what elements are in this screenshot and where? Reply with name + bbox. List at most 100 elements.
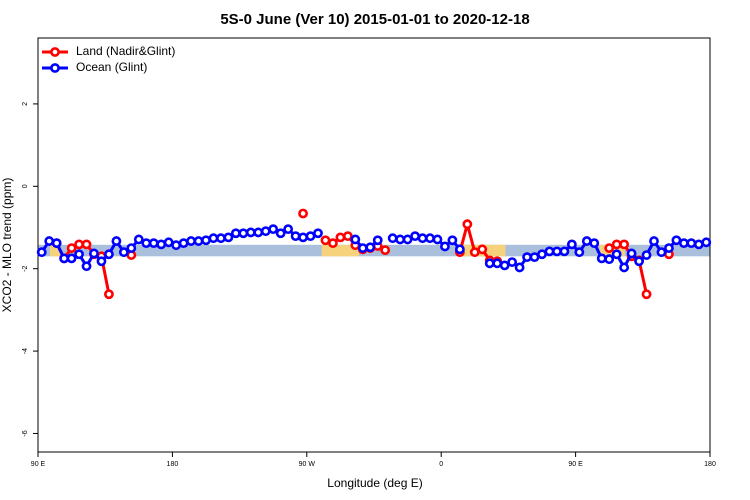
data-point xyxy=(432,234,443,245)
data-point xyxy=(156,239,167,250)
x-tick-label: 90 E xyxy=(31,461,46,468)
data-point xyxy=(328,238,338,249)
series xyxy=(36,224,712,273)
data-point xyxy=(163,237,174,248)
data-point xyxy=(111,236,122,246)
data-point xyxy=(66,243,77,253)
x-axis-label: Longitude (deg E) xyxy=(327,476,422,490)
data-point xyxy=(148,238,159,249)
data-point xyxy=(678,238,689,249)
data-point xyxy=(171,240,182,251)
data-point xyxy=(118,247,129,258)
background-band xyxy=(321,244,360,257)
data-point xyxy=(245,227,256,238)
data-point xyxy=(387,233,398,244)
data-point xyxy=(522,252,532,263)
data-point xyxy=(656,247,667,258)
data-point xyxy=(365,242,376,253)
x-tick-label: 0 xyxy=(439,461,443,468)
data-point xyxy=(440,241,450,252)
data-point xyxy=(357,243,368,253)
legend-label: Ocean (Glint) xyxy=(76,60,147,74)
data-point xyxy=(664,243,674,253)
data-point xyxy=(74,239,84,250)
data-point xyxy=(216,233,226,244)
data-point xyxy=(566,239,577,250)
data-point xyxy=(201,235,211,246)
y-tick-label: -2 xyxy=(22,265,29,271)
data-point xyxy=(320,235,331,246)
data-point xyxy=(342,231,353,242)
data-point xyxy=(51,238,62,249)
data-point xyxy=(469,247,480,258)
data-point xyxy=(611,249,622,260)
data-point xyxy=(208,233,219,244)
data-point xyxy=(66,253,77,264)
data-point xyxy=(641,250,652,260)
data-point xyxy=(260,226,271,237)
data-point xyxy=(223,232,234,243)
data-point xyxy=(492,258,503,269)
data-point xyxy=(36,247,47,258)
x-tick-label: 90 E xyxy=(568,461,583,468)
y-tick-label: 2 xyxy=(22,102,29,106)
data-point xyxy=(417,233,428,244)
data-point xyxy=(89,248,99,259)
data-point xyxy=(313,228,323,239)
data-point xyxy=(671,235,682,246)
data-point xyxy=(283,224,294,235)
data-point xyxy=(81,261,92,272)
data-point xyxy=(410,231,420,242)
data-point xyxy=(59,253,70,264)
data-point xyxy=(96,256,107,267)
data-point xyxy=(514,262,525,273)
data-point xyxy=(186,236,196,246)
y-tick-label: -6 xyxy=(22,430,29,436)
data-point xyxy=(686,238,697,249)
data-point xyxy=(641,289,652,300)
x-tick-label: 180 xyxy=(704,461,716,468)
data-point xyxy=(552,246,562,257)
data-point xyxy=(589,238,600,249)
data-point xyxy=(298,232,308,243)
data-point xyxy=(350,234,361,245)
data-point xyxy=(559,246,570,257)
data-point xyxy=(298,208,308,219)
data-point xyxy=(447,235,458,246)
data-point xyxy=(619,239,630,250)
y-tick-label: 0 xyxy=(22,184,29,188)
data-point xyxy=(193,236,204,246)
data-point xyxy=(529,252,540,263)
chart-title: 5S-0 June (Ver 10) 2015-01-01 to 2020-12… xyxy=(220,11,529,28)
data-point xyxy=(693,239,704,250)
legend-label: Land (Nadir&Glint) xyxy=(76,44,175,58)
y-axis-label: XCO2 - MLO trend (ppm) xyxy=(0,178,14,313)
data-point xyxy=(253,227,264,238)
x-tick-label: 180 xyxy=(167,461,179,468)
data-point xyxy=(604,254,615,265)
data-point xyxy=(649,236,659,246)
data-point xyxy=(507,257,518,267)
data-point xyxy=(499,260,510,271)
data-point xyxy=(626,248,637,259)
data-point xyxy=(425,233,435,244)
data-point xyxy=(126,243,137,253)
data-point xyxy=(544,246,555,257)
data-point xyxy=(335,232,346,243)
data-point xyxy=(133,234,144,245)
data-point xyxy=(104,249,114,260)
data-point xyxy=(290,231,301,242)
data-point xyxy=(604,243,615,253)
data-point xyxy=(268,224,279,235)
data-point xyxy=(395,234,406,245)
data-point xyxy=(611,239,622,250)
data-point xyxy=(380,245,391,256)
data-point xyxy=(104,289,114,300)
data-point xyxy=(178,238,189,249)
data-point xyxy=(238,228,249,239)
data-point xyxy=(81,239,92,250)
data-point xyxy=(305,231,316,242)
data-point xyxy=(74,249,84,260)
data-point xyxy=(574,247,585,258)
